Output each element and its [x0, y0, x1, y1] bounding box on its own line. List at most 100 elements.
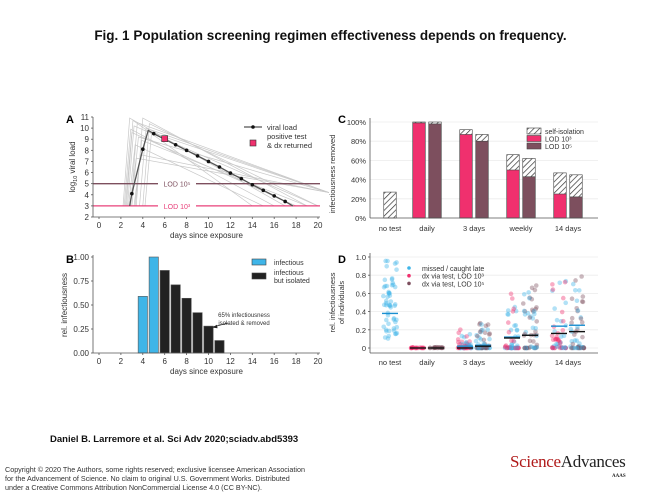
individual-point — [381, 284, 387, 290]
individual-point — [532, 287, 538, 293]
y-tick-label: 100% — [347, 118, 367, 127]
individual-point — [485, 322, 491, 327]
individual-point — [394, 267, 399, 272]
individual-point — [481, 337, 487, 343]
legend-square-swatch — [249, 139, 257, 147]
individual-point — [574, 305, 579, 311]
individual-point — [580, 299, 586, 305]
individual-point — [576, 345, 582, 351]
individual-point — [503, 344, 508, 349]
individual-point — [467, 339, 472, 344]
individual-point — [477, 320, 483, 326]
individual-point — [557, 280, 563, 286]
individual-point — [509, 342, 514, 348]
individual-point — [530, 307, 535, 313]
y-axis-label-rest: viral load — [68, 141, 77, 175]
individual-point — [509, 345, 514, 351]
legend-swatch-lod5 — [526, 142, 542, 150]
individual-point — [550, 288, 555, 294]
individual-point — [533, 345, 538, 351]
individual-point — [527, 296, 532, 301]
individual-point — [522, 312, 528, 317]
infectiousness-bar — [148, 256, 159, 354]
individual-point — [390, 280, 396, 286]
individual-point — [477, 335, 482, 341]
individual-point — [581, 345, 587, 351]
individual-point — [505, 308, 511, 313]
individual-point — [558, 345, 564, 350]
individual-point — [533, 326, 538, 331]
individual-point — [479, 328, 484, 333]
legend-label: infectious — [274, 260, 304, 267]
individual-point — [504, 345, 510, 351]
legend-label: LOD 10⁵ — [545, 144, 572, 151]
lod5-bar — [569, 196, 583, 219]
individual-point — [576, 288, 582, 293]
individual-point — [553, 337, 558, 342]
individual-point — [461, 334, 467, 340]
panel-label-b: B — [66, 254, 74, 266]
individual-point — [464, 341, 470, 347]
x-tick-label: 0 — [97, 357, 102, 366]
individual-point — [557, 341, 563, 346]
individual-point — [572, 345, 578, 351]
individual-point — [479, 322, 484, 327]
individual-point — [550, 282, 555, 287]
trajectory-line — [142, 123, 319, 207]
legend-dot — [407, 273, 411, 278]
individual-point — [506, 329, 512, 335]
individual-point — [386, 321, 391, 327]
individual-point — [558, 318, 564, 324]
individual-point — [523, 345, 528, 351]
individual-point — [513, 345, 518, 351]
individual-point — [459, 333, 465, 339]
copyright-line: Copyright © 2020 The Authors, some right… — [5, 465, 305, 474]
x-tick-label: no test — [379, 224, 402, 233]
individual-point — [504, 345, 510, 351]
individual-point — [581, 345, 586, 351]
individual-point — [579, 299, 585, 304]
individual-point — [559, 309, 565, 315]
lod5-bar — [475, 140, 489, 219]
subscript: 10 — [73, 176, 79, 182]
individual-point — [552, 345, 557, 351]
trajectory-line — [133, 154, 330, 206]
x-tick-label: 10 — [204, 357, 213, 366]
individual-point — [394, 260, 399, 265]
lod3-bar — [553, 193, 567, 219]
individual-point — [467, 332, 473, 337]
individual-point — [572, 287, 578, 293]
viral-load-point — [217, 165, 222, 169]
individual-point — [575, 308, 581, 313]
x-axis-label: days since exposure — [170, 231, 243, 240]
individual-point — [557, 345, 563, 351]
individual-point — [389, 276, 395, 281]
individual-point — [505, 311, 510, 317]
individual-point — [389, 282, 395, 288]
individual-point — [516, 345, 521, 351]
individual-point — [581, 345, 586, 351]
individual-point — [459, 341, 464, 347]
individual-point — [555, 336, 561, 342]
viral-load-point — [272, 194, 277, 198]
panel-c-infectiousness-removed: 0% 20% 40% 60% 80% 100% no test daily 3 days week… — [328, 118, 598, 233]
x-tick-label: 14 — [248, 357, 257, 366]
individual-point — [475, 333, 480, 339]
individual-point — [477, 329, 483, 335]
y-tick-label: 7 — [85, 157, 90, 166]
y-axis-label: infectiousness removed — [328, 135, 337, 214]
individual-point — [384, 283, 390, 289]
individual-point — [382, 277, 388, 283]
individual-point — [555, 341, 561, 347]
individual-point — [570, 345, 575, 351]
individual-point — [576, 343, 582, 349]
x-tick-label: 14 days — [555, 358, 582, 367]
individual-point — [551, 343, 557, 349]
y-tick-label: 0.8 — [356, 271, 366, 280]
individual-point — [487, 331, 493, 336]
legend-label: dx via test, LOD 10³ — [422, 274, 485, 281]
individual-point — [554, 341, 559, 347]
individual-point — [393, 331, 399, 337]
